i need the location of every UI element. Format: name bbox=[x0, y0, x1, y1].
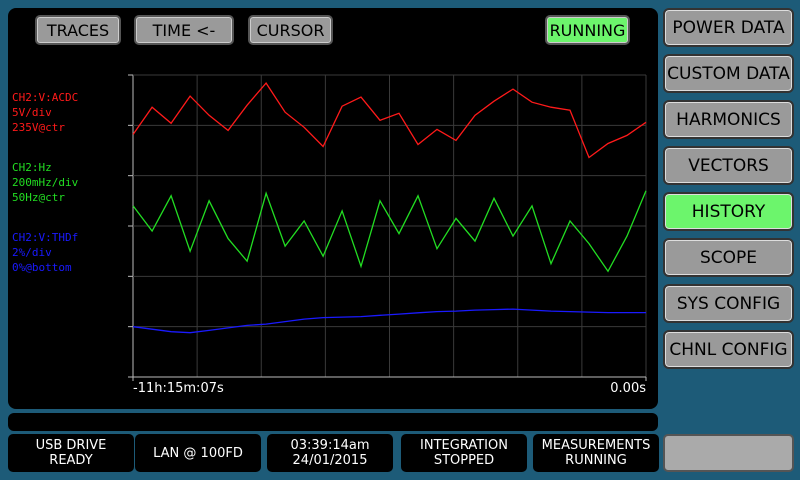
run-status[interactable]: RUNNING bbox=[545, 15, 630, 45]
trace-label: CH2:Hz 200mHz/div 50Hz@ctr bbox=[12, 160, 78, 205]
menu-button[interactable]: VECTORS bbox=[663, 146, 794, 185]
trace bbox=[132, 190, 647, 273]
status-text: 03:39:14am bbox=[290, 438, 370, 453]
menu-button[interactable]: SYS CONFIG bbox=[663, 284, 794, 323]
trace-label: CH2:V:THDf 2%/div 0%@bottom bbox=[12, 230, 78, 275]
menu-button[interactable]: POWER DATA bbox=[663, 8, 794, 47]
status-text: INTEGRATION bbox=[420, 438, 508, 453]
top-button[interactable]: CURSOR bbox=[248, 15, 333, 45]
menu-button[interactable]: SCOPE bbox=[663, 238, 794, 277]
menu-button[interactable]: CHNL CONFIG bbox=[663, 330, 794, 369]
status-text: LAN @ 100FD bbox=[153, 445, 243, 461]
trace-label-line: CH2:Hz bbox=[12, 161, 52, 174]
status-box: 03:39:14am 24/01/2015 bbox=[267, 434, 393, 472]
status-box: LAN @ 100FD bbox=[135, 434, 261, 472]
status-text: USB DRIVE bbox=[35, 438, 107, 453]
trace-label-line: 200mHz/div bbox=[12, 176, 79, 189]
menu-button[interactable]: HISTORY bbox=[663, 192, 794, 231]
status-text: MEASUREMENTS bbox=[541, 438, 651, 453]
trace-label-line: 0%@bottom bbox=[12, 261, 72, 274]
x-tick-label: 0.00s bbox=[610, 381, 646, 396]
status-text: STOPPED bbox=[433, 453, 495, 468]
top-button[interactable]: TRACES bbox=[35, 15, 121, 45]
trace-label: CH2:V:ACDC 5V/div 235V@ctr bbox=[12, 90, 78, 135]
trace-label-line: CH2:V:ACDC bbox=[12, 91, 79, 104]
status-box: INTEGRATION STOPPED bbox=[401, 434, 527, 472]
progress-bar bbox=[8, 413, 658, 431]
x-tick-label: -11h:15m:07s bbox=[133, 381, 224, 396]
trace-label-line: CH2:V:THDf bbox=[12, 231, 79, 244]
trace-label-line: 2%/div bbox=[12, 246, 52, 259]
menu-button[interactable]: CUSTOM DATA bbox=[663, 54, 794, 93]
status-text: RUNNING bbox=[565, 453, 627, 468]
blank-button[interactable] bbox=[663, 434, 794, 472]
menu-button[interactable]: HARMONICS bbox=[663, 100, 794, 139]
trace-label-line: 50Hz@ctr bbox=[12, 191, 65, 204]
top-button[interactable]: TIME <- bbox=[134, 15, 234, 45]
status-text: 24/01/2015 bbox=[292, 453, 368, 468]
status-text: READY bbox=[49, 453, 93, 468]
plot: -11h:15m:07s 0.00s bbox=[128, 74, 647, 396]
status-box: MEASUREMENTS RUNNING bbox=[533, 434, 659, 472]
trace bbox=[132, 82, 647, 159]
trace bbox=[133, 308, 646, 334]
trace-label-line: 235V@ctr bbox=[12, 121, 65, 134]
trace-label-line: 5V/div bbox=[12, 106, 52, 119]
status-box: USB DRIVE READY bbox=[8, 434, 134, 472]
